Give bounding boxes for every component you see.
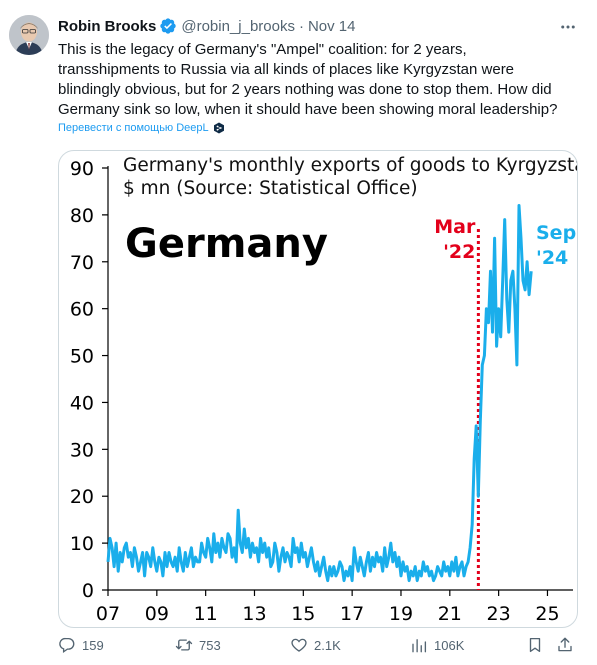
y-tick-label: 30	[70, 439, 94, 461]
reply-button[interactable]: 159	[58, 636, 104, 654]
like-button[interactable]: 2.1K	[290, 636, 341, 654]
translate-link[interactable]: Перевести с помощью DeepL	[58, 122, 225, 134]
views-button[interactable]: 106K	[410, 636, 464, 654]
views-count: 106K	[434, 637, 465, 653]
chart-annotations: Mar '22 Sep '24	[434, 216, 576, 590]
retweet-count: 753	[199, 637, 221, 653]
heart-icon	[291, 638, 307, 652]
deepl-icon	[213, 122, 224, 134]
y-tick-label: 80	[70, 205, 94, 227]
x-tick-label: 09	[145, 603, 169, 625]
x-tick-label: 19	[389, 603, 413, 625]
tweet-text-line: transshipments to Russia via all kinds o…	[58, 61, 515, 78]
tweet-text-line: This is the legacy of Germany's "Ampel" …	[58, 41, 467, 58]
header-separator: ·	[298, 17, 304, 35]
tweet-time[interactable]: Nov 14	[307, 17, 356, 35]
more-dots-icon[interactable]	[559, 18, 577, 36]
bookmark-icon	[529, 637, 541, 653]
y-axis: 0 10 20 30 40 50 60 70 80 90	[70, 158, 109, 602]
annotation-label: '22	[443, 241, 475, 263]
annotation-label: Sep	[536, 222, 576, 244]
y-tick-label: 10	[70, 533, 94, 555]
bookmark-button[interactable]	[526, 636, 544, 654]
annotation-label: '24	[536, 247, 568, 269]
retweet-icon	[175, 639, 193, 651]
exports-chart: 0 10 20 30 40 50 60 70 80 90 07 09 11 13 15 17 19 21 23 25…	[70, 155, 578, 625]
annotation-label: Mar	[434, 216, 476, 238]
views-chart-icon	[412, 639, 427, 653]
tweet-header: Robin Brooks @robin_j_brooks · Nov 14	[58, 16, 356, 36]
tweet-text-line: Germany sink so low, when it should have…	[58, 101, 558, 118]
tweet-text-line: blindingly obvious, but for 2 years noth…	[58, 81, 552, 98]
tweet-media[interactable]: 0 10 20 30 40 50 60 70 80 90 07 09 11 13 15 17 19 21 23 25…	[58, 150, 578, 628]
x-tick-label: 15	[291, 603, 315, 625]
like-count: 2.1K	[314, 637, 341, 653]
series-line	[106, 204, 533, 583]
reply-icon	[59, 637, 75, 654]
x-tick-label: 23	[487, 603, 511, 625]
y-tick-label: 90	[70, 158, 94, 180]
x-tick-label: 11	[194, 603, 218, 625]
x-tick-label: 21	[438, 603, 462, 625]
share-icon	[558, 637, 572, 652]
avatar[interactable]	[9, 15, 49, 55]
x-axis: 07 09 11 13 15 17 19 21 23 25	[96, 589, 573, 625]
x-tick-label: 17	[340, 603, 364, 625]
y-tick-label: 50	[70, 346, 94, 368]
y-tick-label: 0	[82, 580, 94, 602]
action-bar: 159 753 2.1K 106K	[58, 636, 578, 658]
x-tick-label: 25	[535, 603, 559, 625]
y-tick-label: 60	[70, 299, 94, 321]
translate-label[interactable]: Перевести с помощью DeepL	[58, 122, 209, 134]
retweet-button[interactable]: 753	[175, 636, 221, 654]
chart-big-label: Germany	[125, 221, 328, 267]
tweet-text: This is the legacy of Germany's "Ampel" …	[58, 40, 578, 120]
y-tick-label: 40	[70, 392, 94, 414]
y-tick-label: 70	[70, 252, 94, 274]
author-handle[interactable]: @robin_j_brooks	[181, 17, 295, 35]
share-button[interactable]	[556, 636, 574, 654]
reply-count: 159	[82, 637, 104, 653]
author-name[interactable]: Robin Brooks	[58, 17, 157, 35]
chart-title-line: Germany's monthly exports of goods to Ky…	[123, 155, 578, 176]
avatar-image	[9, 15, 49, 55]
x-tick-label: 13	[242, 603, 266, 625]
chart-title-line: $ mn (Source: Statistical Office)	[123, 178, 418, 199]
y-tick-label: 20	[70, 486, 94, 508]
x-tick-label: 07	[96, 603, 120, 625]
verified-badge-icon	[160, 18, 177, 34]
